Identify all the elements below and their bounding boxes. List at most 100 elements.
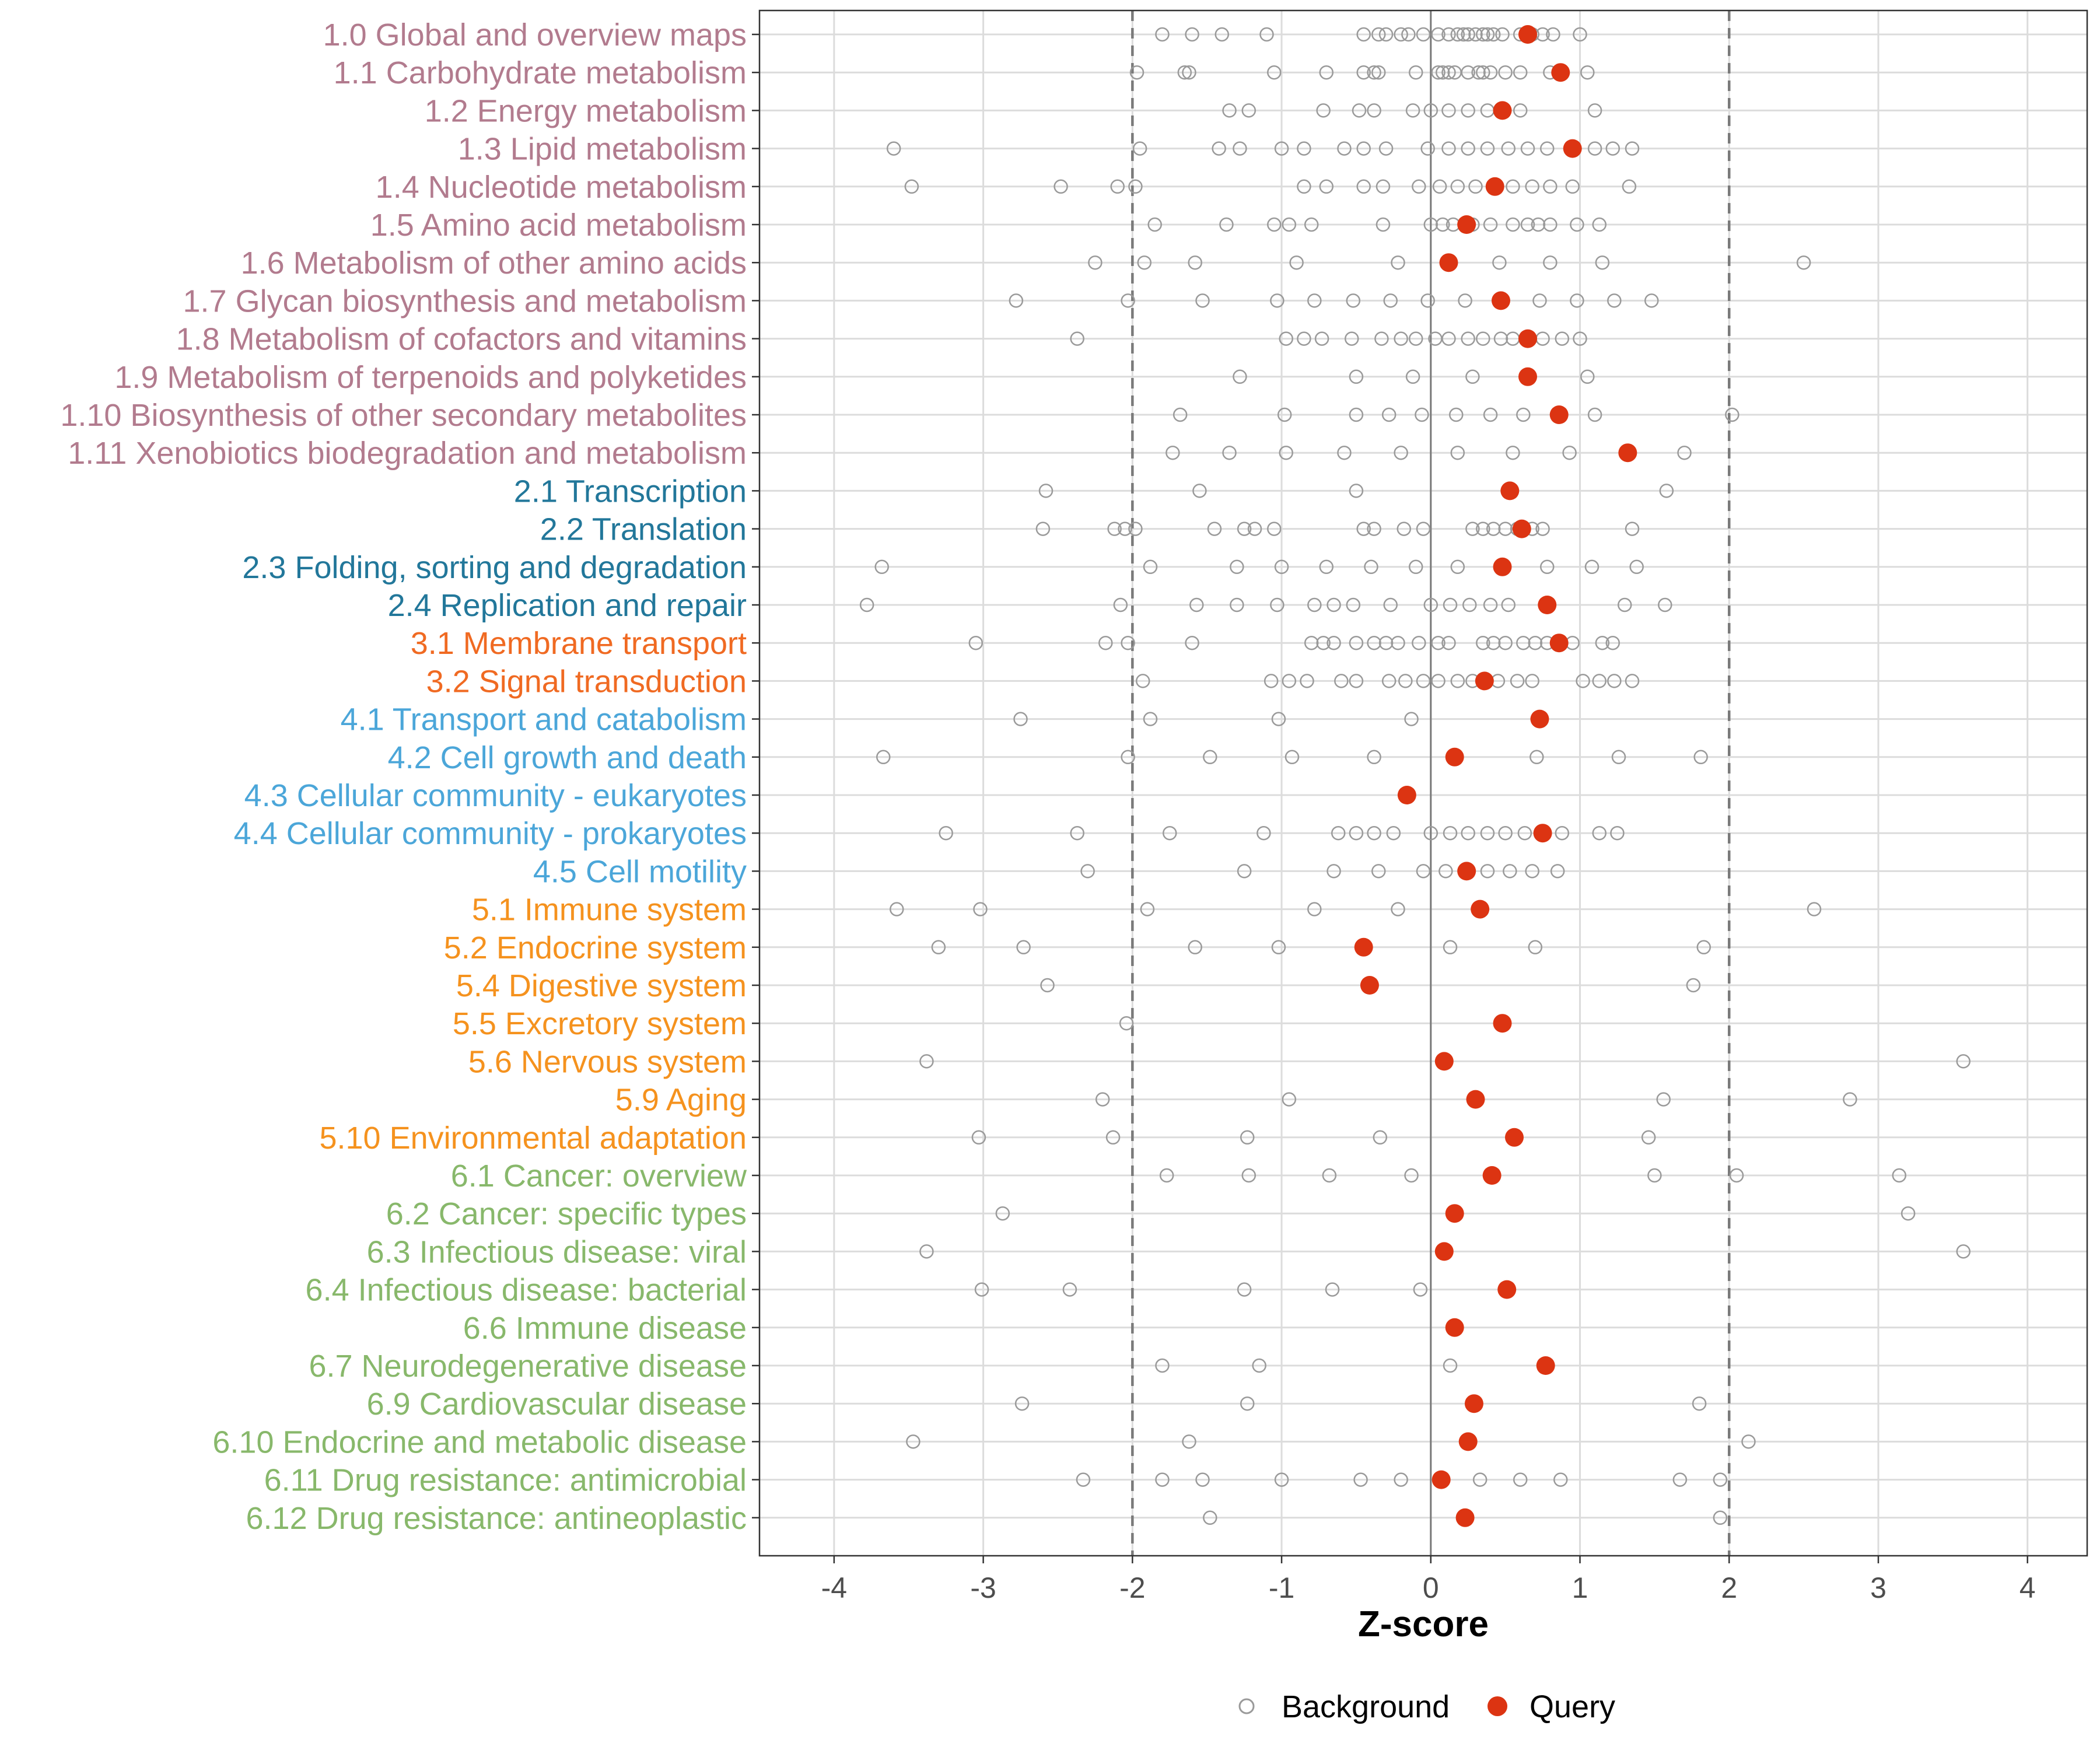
background-point bbox=[1367, 635, 1381, 650]
background-point bbox=[1267, 522, 1282, 536]
x-tick-label: 2 bbox=[1721, 1572, 1737, 1604]
background-point bbox=[1480, 825, 1495, 841]
background-point bbox=[1189, 597, 1204, 612]
background-point bbox=[1520, 217, 1535, 232]
background-point bbox=[1461, 825, 1475, 841]
legend-background-marker bbox=[1238, 1698, 1255, 1714]
background-point bbox=[1356, 522, 1371, 536]
background-point bbox=[1443, 597, 1458, 612]
background-point bbox=[1543, 217, 1558, 232]
background-point bbox=[1143, 559, 1158, 575]
legend: Background Query bbox=[1238, 1689, 1615, 1724]
query-point bbox=[1493, 1014, 1512, 1033]
background-point bbox=[1353, 1472, 1368, 1487]
background-point bbox=[1472, 1472, 1488, 1487]
background-point bbox=[1274, 141, 1289, 156]
background-point bbox=[1416, 27, 1431, 42]
background-point bbox=[1483, 407, 1498, 422]
query-point bbox=[1549, 405, 1569, 424]
background-point bbox=[1307, 902, 1322, 916]
background-point bbox=[1405, 369, 1420, 384]
background-point bbox=[1493, 331, 1508, 346]
background-point bbox=[1607, 674, 1622, 688]
background-point bbox=[1565, 179, 1580, 194]
background-point bbox=[1137, 255, 1152, 270]
background-point bbox=[974, 1282, 989, 1297]
background-point bbox=[1135, 674, 1150, 688]
background-point bbox=[1376, 179, 1391, 194]
background-point bbox=[1450, 179, 1465, 194]
background-point bbox=[1383, 293, 1398, 308]
background-point bbox=[1401, 27, 1416, 42]
x-tick-label: 1 bbox=[1572, 1572, 1588, 1604]
background-point bbox=[1416, 522, 1431, 536]
background-point bbox=[1498, 65, 1513, 80]
background-point bbox=[1543, 255, 1558, 270]
query-point bbox=[1618, 443, 1637, 463]
query-point bbox=[1538, 596, 1557, 614]
background-point bbox=[1525, 864, 1539, 878]
background-point bbox=[1147, 217, 1162, 232]
background-point bbox=[1461, 141, 1475, 156]
background-point bbox=[1219, 217, 1234, 232]
background-point bbox=[1070, 331, 1084, 346]
background-point bbox=[1319, 559, 1334, 575]
background-point bbox=[1326, 597, 1341, 612]
background-point bbox=[1230, 597, 1244, 612]
background-point bbox=[968, 635, 984, 650]
background-point bbox=[1468, 27, 1483, 42]
background-point bbox=[1391, 635, 1405, 650]
background-point bbox=[1279, 331, 1293, 346]
background-point bbox=[1605, 635, 1620, 650]
background-point bbox=[1070, 825, 1084, 841]
legend-background-label: Background bbox=[1282, 1689, 1450, 1724]
background-point bbox=[1796, 255, 1811, 270]
background-point bbox=[1617, 597, 1632, 612]
background-point bbox=[1498, 522, 1513, 536]
background-point bbox=[1587, 407, 1602, 422]
background-point bbox=[1367, 65, 1381, 80]
background-point bbox=[1356, 179, 1371, 194]
background-point bbox=[1629, 559, 1644, 575]
background-point bbox=[1132, 141, 1147, 156]
background-point bbox=[1441, 635, 1456, 650]
category-label: 4.1 Transport and catabolism bbox=[341, 702, 747, 737]
background-point bbox=[1450, 674, 1465, 688]
background-point bbox=[1520, 141, 1535, 156]
background-point bbox=[1095, 1092, 1110, 1107]
background-point bbox=[1450, 445, 1465, 460]
query-point bbox=[1497, 1280, 1517, 1299]
background-point bbox=[1316, 103, 1331, 118]
background-point bbox=[1587, 103, 1602, 118]
query-point bbox=[1471, 900, 1490, 919]
background-point bbox=[1741, 1434, 1756, 1449]
background-point bbox=[1322, 1168, 1337, 1183]
background-point bbox=[1374, 331, 1389, 346]
background-point bbox=[1553, 1472, 1568, 1487]
background-point bbox=[1185, 27, 1199, 42]
background-point bbox=[1610, 825, 1625, 841]
category-label: 1.7 Glycan biosynthesis and metabolism bbox=[183, 284, 747, 318]
background-point bbox=[1349, 369, 1364, 384]
category-label: 5.2 Endocrine system bbox=[444, 930, 747, 965]
reference-lines bbox=[1131, 10, 1731, 1556]
category-label: 6.3 Infectious disease: viral bbox=[367, 1234, 747, 1269]
background-point bbox=[1483, 217, 1498, 232]
background-point bbox=[1658, 597, 1672, 612]
background-point bbox=[1188, 940, 1202, 955]
background-point bbox=[1267, 217, 1282, 232]
background-point bbox=[1233, 369, 1247, 384]
background-point bbox=[1622, 179, 1637, 194]
background-point bbox=[1163, 825, 1177, 841]
background-point bbox=[1412, 179, 1426, 194]
background-point bbox=[1483, 597, 1498, 612]
background-point bbox=[1729, 1168, 1744, 1183]
background-point bbox=[1576, 674, 1590, 688]
background-point bbox=[1441, 331, 1456, 346]
background-point bbox=[1155, 1472, 1170, 1487]
background-point bbox=[1367, 750, 1381, 765]
background-point bbox=[1408, 331, 1423, 346]
background-point bbox=[1476, 635, 1490, 650]
background-point bbox=[1506, 217, 1520, 232]
background-point bbox=[1465, 522, 1480, 536]
